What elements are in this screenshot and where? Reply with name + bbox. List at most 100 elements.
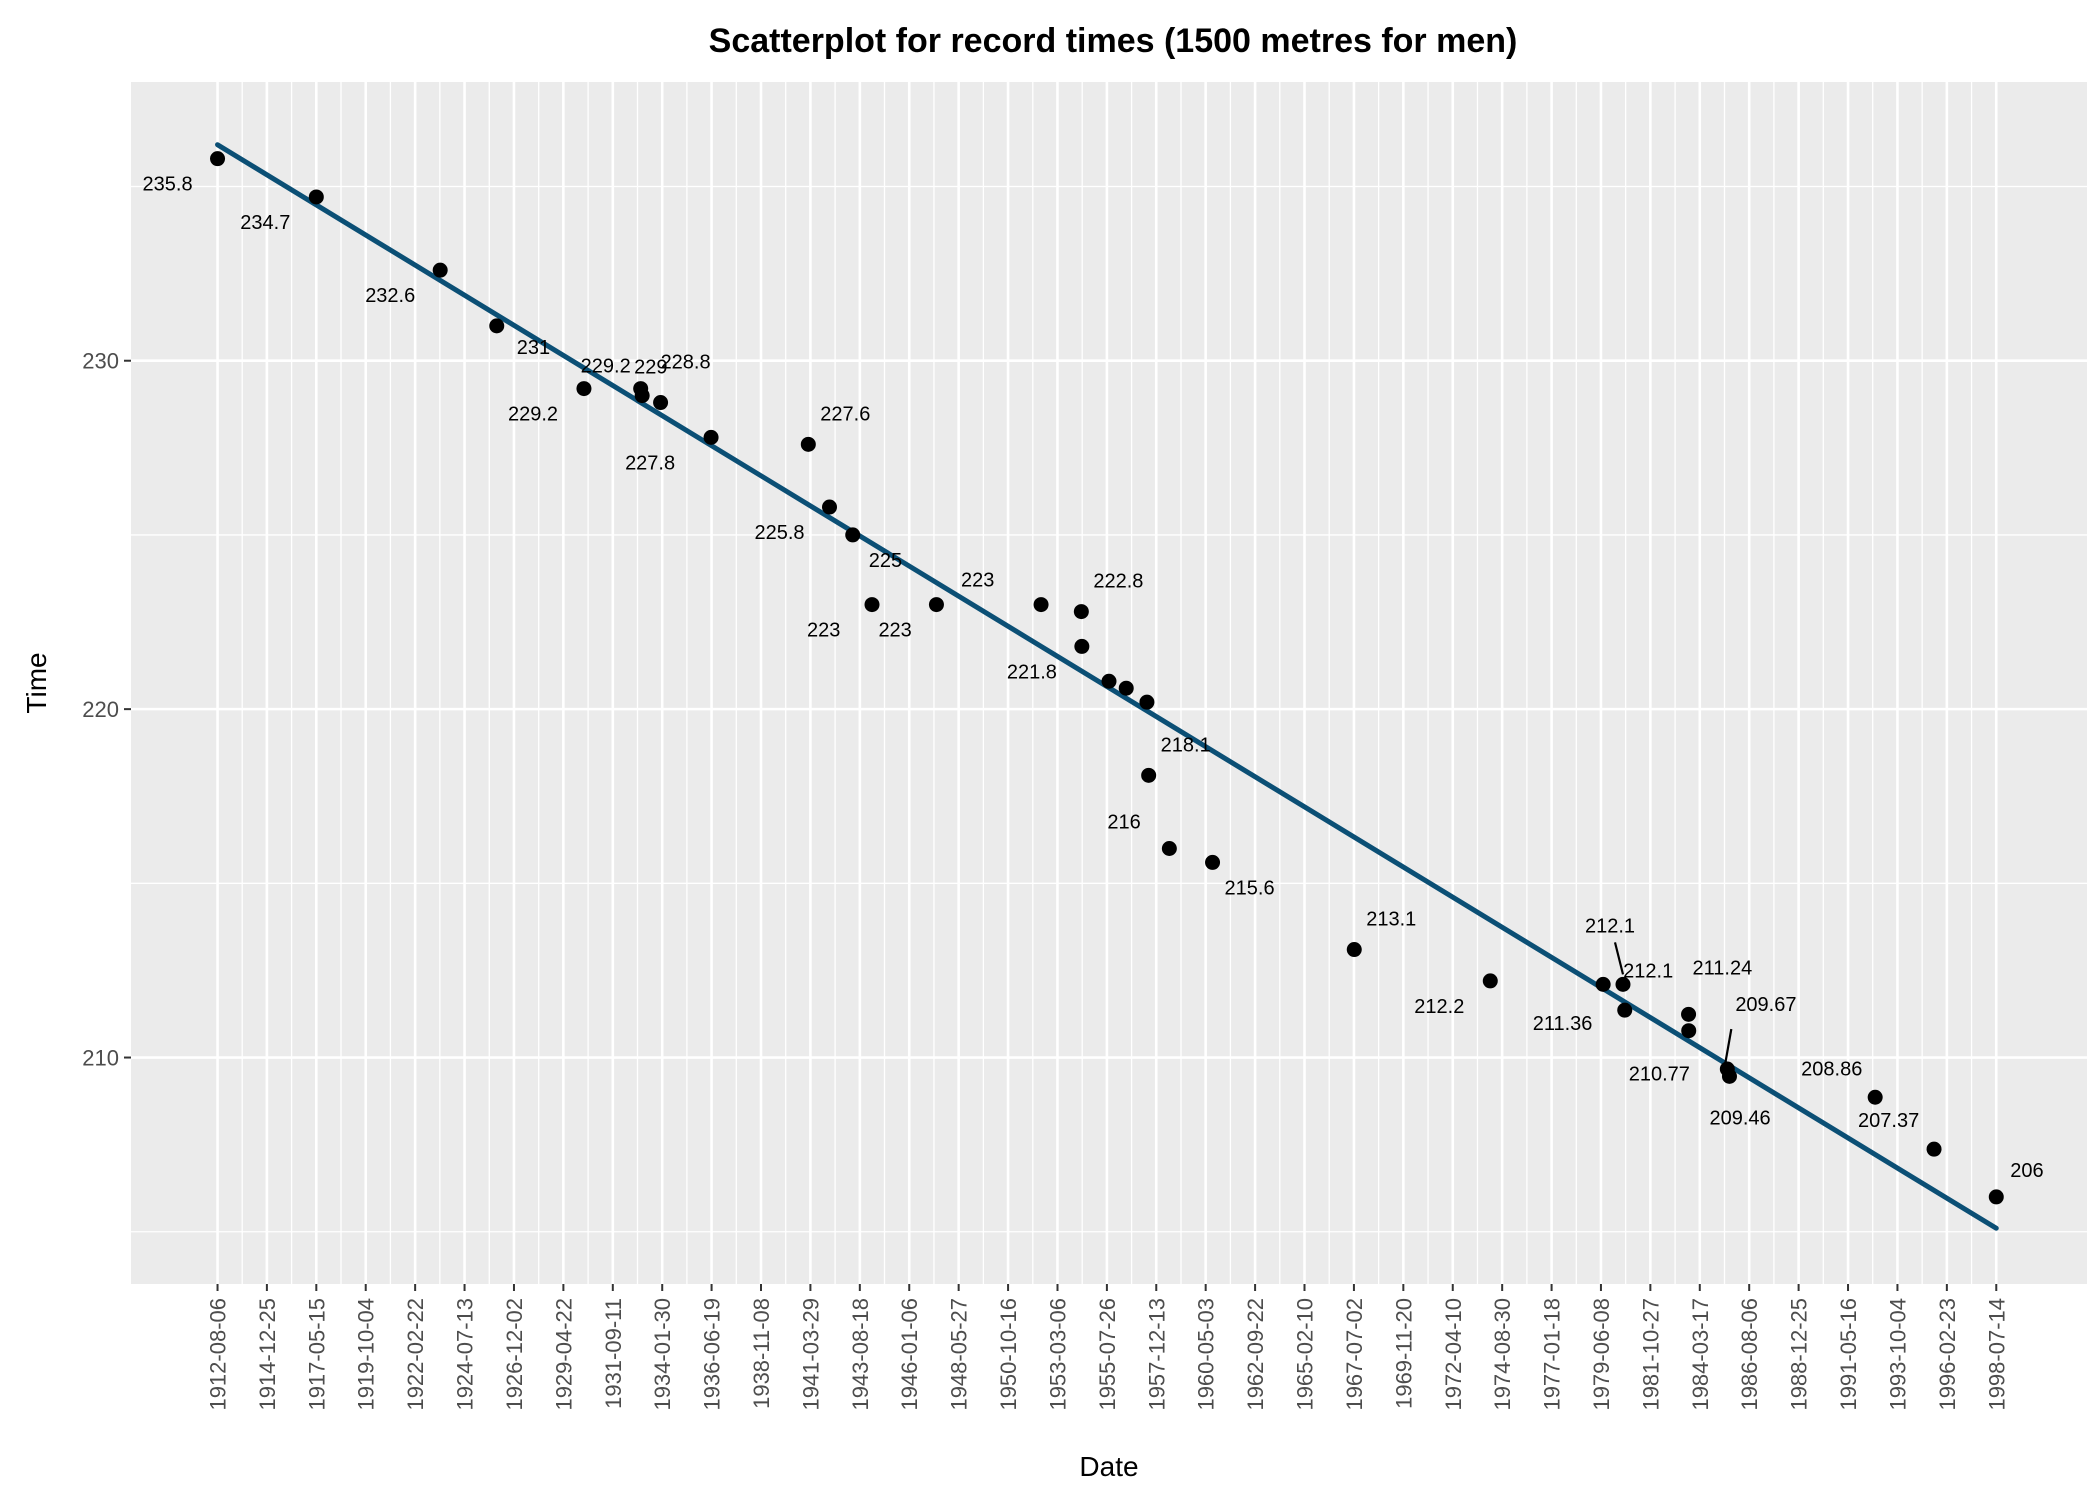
data-point (822, 499, 838, 515)
x-tick-label: 1936-06-19 (700, 1298, 725, 1411)
data-point (1118, 680, 1134, 696)
point-label: 234.7 (240, 212, 290, 234)
data-point (1482, 973, 1498, 989)
x-tick-label: 1967-07-02 (1342, 1298, 1367, 1411)
data-points (210, 151, 2004, 1205)
point-label: 211.36 (1533, 1013, 1593, 1035)
y-tick-label: 230 (82, 349, 119, 374)
x-tick-label: 1943-08-18 (848, 1298, 873, 1411)
x-tick-label: 1919-10-04 (354, 1298, 379, 1411)
point-label: 208.86 (1801, 1058, 1862, 1080)
data-point (1161, 840, 1177, 856)
point-label: 225 (869, 550, 902, 572)
x-tick-label: 1962-09-22 (1243, 1298, 1268, 1411)
x-axis: 1912-08-06 1914-12-25 1917-05-15 1919-10-04… (206, 1284, 2009, 1411)
data-point (703, 429, 719, 445)
x-tick-label: 1974-08-30 (1490, 1298, 1515, 1411)
label-connector (1724, 1028, 1733, 1064)
x-tick-label: 1955-07-26 (1095, 1298, 1120, 1411)
data-point (432, 262, 448, 278)
point-label: 229.2 (508, 404, 558, 426)
point-label: 222.8 (1093, 571, 1143, 593)
x-tick-label: 1941-03-29 (798, 1298, 823, 1411)
x-tick-label: 1948-05-27 (947, 1298, 972, 1411)
y-tick-label: 220 (82, 697, 119, 722)
data-point (576, 381, 592, 397)
x-tick-label: 1924-07-13 (453, 1298, 478, 1411)
data-point (1033, 597, 1049, 613)
point-label: 227.8 (625, 452, 675, 474)
x-tick-label: 1922-02-22 (403, 1298, 428, 1411)
data-point (210, 151, 226, 167)
data-point (1595, 976, 1611, 992)
x-tick-label: 1993-10-04 (1885, 1298, 1910, 1411)
x-tick-label: 1986-08-06 (1737, 1298, 1762, 1411)
x-tick-label: 1972-04-10 (1441, 1298, 1466, 1411)
point-label: 209.67 (1735, 994, 1796, 1016)
x-tick-label: 1965-02-10 (1293, 1298, 1318, 1411)
point-label: 225.8 (755, 522, 805, 544)
point-label: 232.6 (365, 285, 415, 307)
x-axis-title: Date (1079, 1451, 1138, 1482)
x-tick-label: 1914-12-25 (255, 1298, 280, 1411)
x-tick-label: 1988-12-25 (1787, 1298, 1812, 1411)
data-point (800, 436, 816, 452)
data-point (1205, 854, 1221, 870)
data-point (1988, 1189, 2004, 1205)
x-tick-label: 1953-03-06 (1045, 1298, 1070, 1411)
y-tick-label: 210 (82, 1046, 119, 1071)
data-point (1721, 1068, 1737, 1084)
point-label: 209.46 (1709, 1107, 1770, 1129)
data-point (653, 395, 669, 411)
x-tick-label: 1946-01-06 (897, 1298, 922, 1411)
point-label: 229 (634, 357, 667, 379)
data-point (308, 189, 324, 205)
data-point (864, 597, 880, 613)
data-point (1074, 638, 1090, 654)
x-tick-label: 1960-05-03 (1194, 1298, 1219, 1411)
point-label: 212.1 (1623, 960, 1673, 982)
point-label: 206 (2010, 1160, 2043, 1182)
data-point (1681, 1023, 1697, 1039)
y-axis: 210 220 230 (82, 349, 131, 1071)
data-point (1867, 1089, 1883, 1105)
label-connector (1613, 942, 1625, 975)
y-axis-title: Time (21, 652, 52, 713)
point-label: 223 (961, 570, 994, 592)
x-tick-label: 1991-05-16 (1836, 1298, 1861, 1411)
data-point (1346, 942, 1362, 958)
data-point (928, 597, 944, 613)
x-tick-label: 1934-01-30 (650, 1298, 675, 1411)
x-tick-label: 1912-08-06 (206, 1298, 231, 1411)
x-tick-label: 1998-07-14 (1984, 1298, 2009, 1411)
x-tick-label: 1950-10-16 (996, 1298, 1021, 1411)
x-tick-label: 1957-12-13 (1144, 1298, 1169, 1411)
data-point (1101, 673, 1117, 689)
point-label: 231 (517, 337, 550, 359)
point-label: 223 (807, 620, 840, 642)
point-label: 227.6 (820, 403, 870, 425)
x-tick-label: 1938-11-08 (749, 1298, 774, 1409)
data-point (845, 527, 861, 543)
point-label: 216 (1107, 811, 1140, 833)
x-tick-label: 1979-06-08 (1589, 1298, 1614, 1411)
point-label: 221.8 (1007, 661, 1057, 683)
point-label: 223 (878, 620, 911, 642)
point-label: 211.24 (1693, 957, 1753, 979)
x-tick-label: 1931-09-11 (601, 1298, 626, 1409)
data-point (1681, 1006, 1697, 1022)
x-tick-label: 1981-10-27 (1638, 1298, 1663, 1411)
x-tick-label: 1996-02-23 (1935, 1298, 1960, 1411)
data-point (1073, 604, 1089, 620)
label-connectors (1613, 942, 1733, 1064)
data-point (1926, 1141, 1942, 1157)
x-tick-label: 1926-12-02 (502, 1298, 527, 1411)
data-point (634, 388, 650, 404)
point-label: 229.2 (581, 356, 631, 378)
point-label: 235.8 (143, 174, 193, 196)
grid-major (131, 82, 2087, 1284)
point-label: 228.8 (661, 352, 711, 374)
x-tick-label: 1984-03-17 (1688, 1298, 1713, 1411)
